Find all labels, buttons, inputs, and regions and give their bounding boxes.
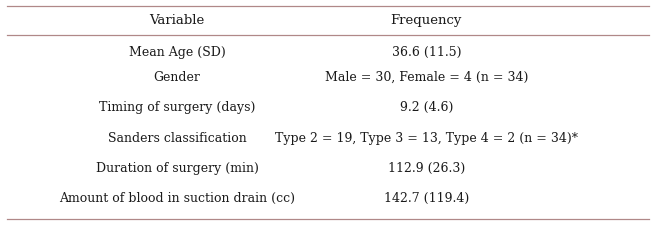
Text: 142.7 (119.4): 142.7 (119.4) bbox=[384, 191, 469, 204]
Text: 112.9 (26.3): 112.9 (26.3) bbox=[388, 161, 465, 174]
Text: Duration of surgery (min): Duration of surgery (min) bbox=[96, 161, 258, 174]
Text: Type 2 = 19, Type 3 = 13, Type 4 = 2 (n = 34)*: Type 2 = 19, Type 3 = 13, Type 4 = 2 (n … bbox=[275, 131, 578, 144]
Text: 36.6 (11.5): 36.6 (11.5) bbox=[392, 46, 461, 58]
Text: Mean Age (SD): Mean Age (SD) bbox=[129, 46, 226, 58]
Text: Sanders classification: Sanders classification bbox=[108, 131, 247, 144]
Text: Variable: Variable bbox=[150, 14, 205, 27]
Text: Frequency: Frequency bbox=[391, 14, 462, 27]
Text: Male = 30, Female = 4 (n = 34): Male = 30, Female = 4 (n = 34) bbox=[325, 71, 528, 84]
Text: 9.2 (4.6): 9.2 (4.6) bbox=[400, 101, 453, 114]
Text: Amount of blood in suction drain (cc): Amount of blood in suction drain (cc) bbox=[59, 191, 295, 204]
Text: Gender: Gender bbox=[154, 71, 201, 84]
Text: Timing of surgery (days): Timing of surgery (days) bbox=[99, 101, 255, 114]
